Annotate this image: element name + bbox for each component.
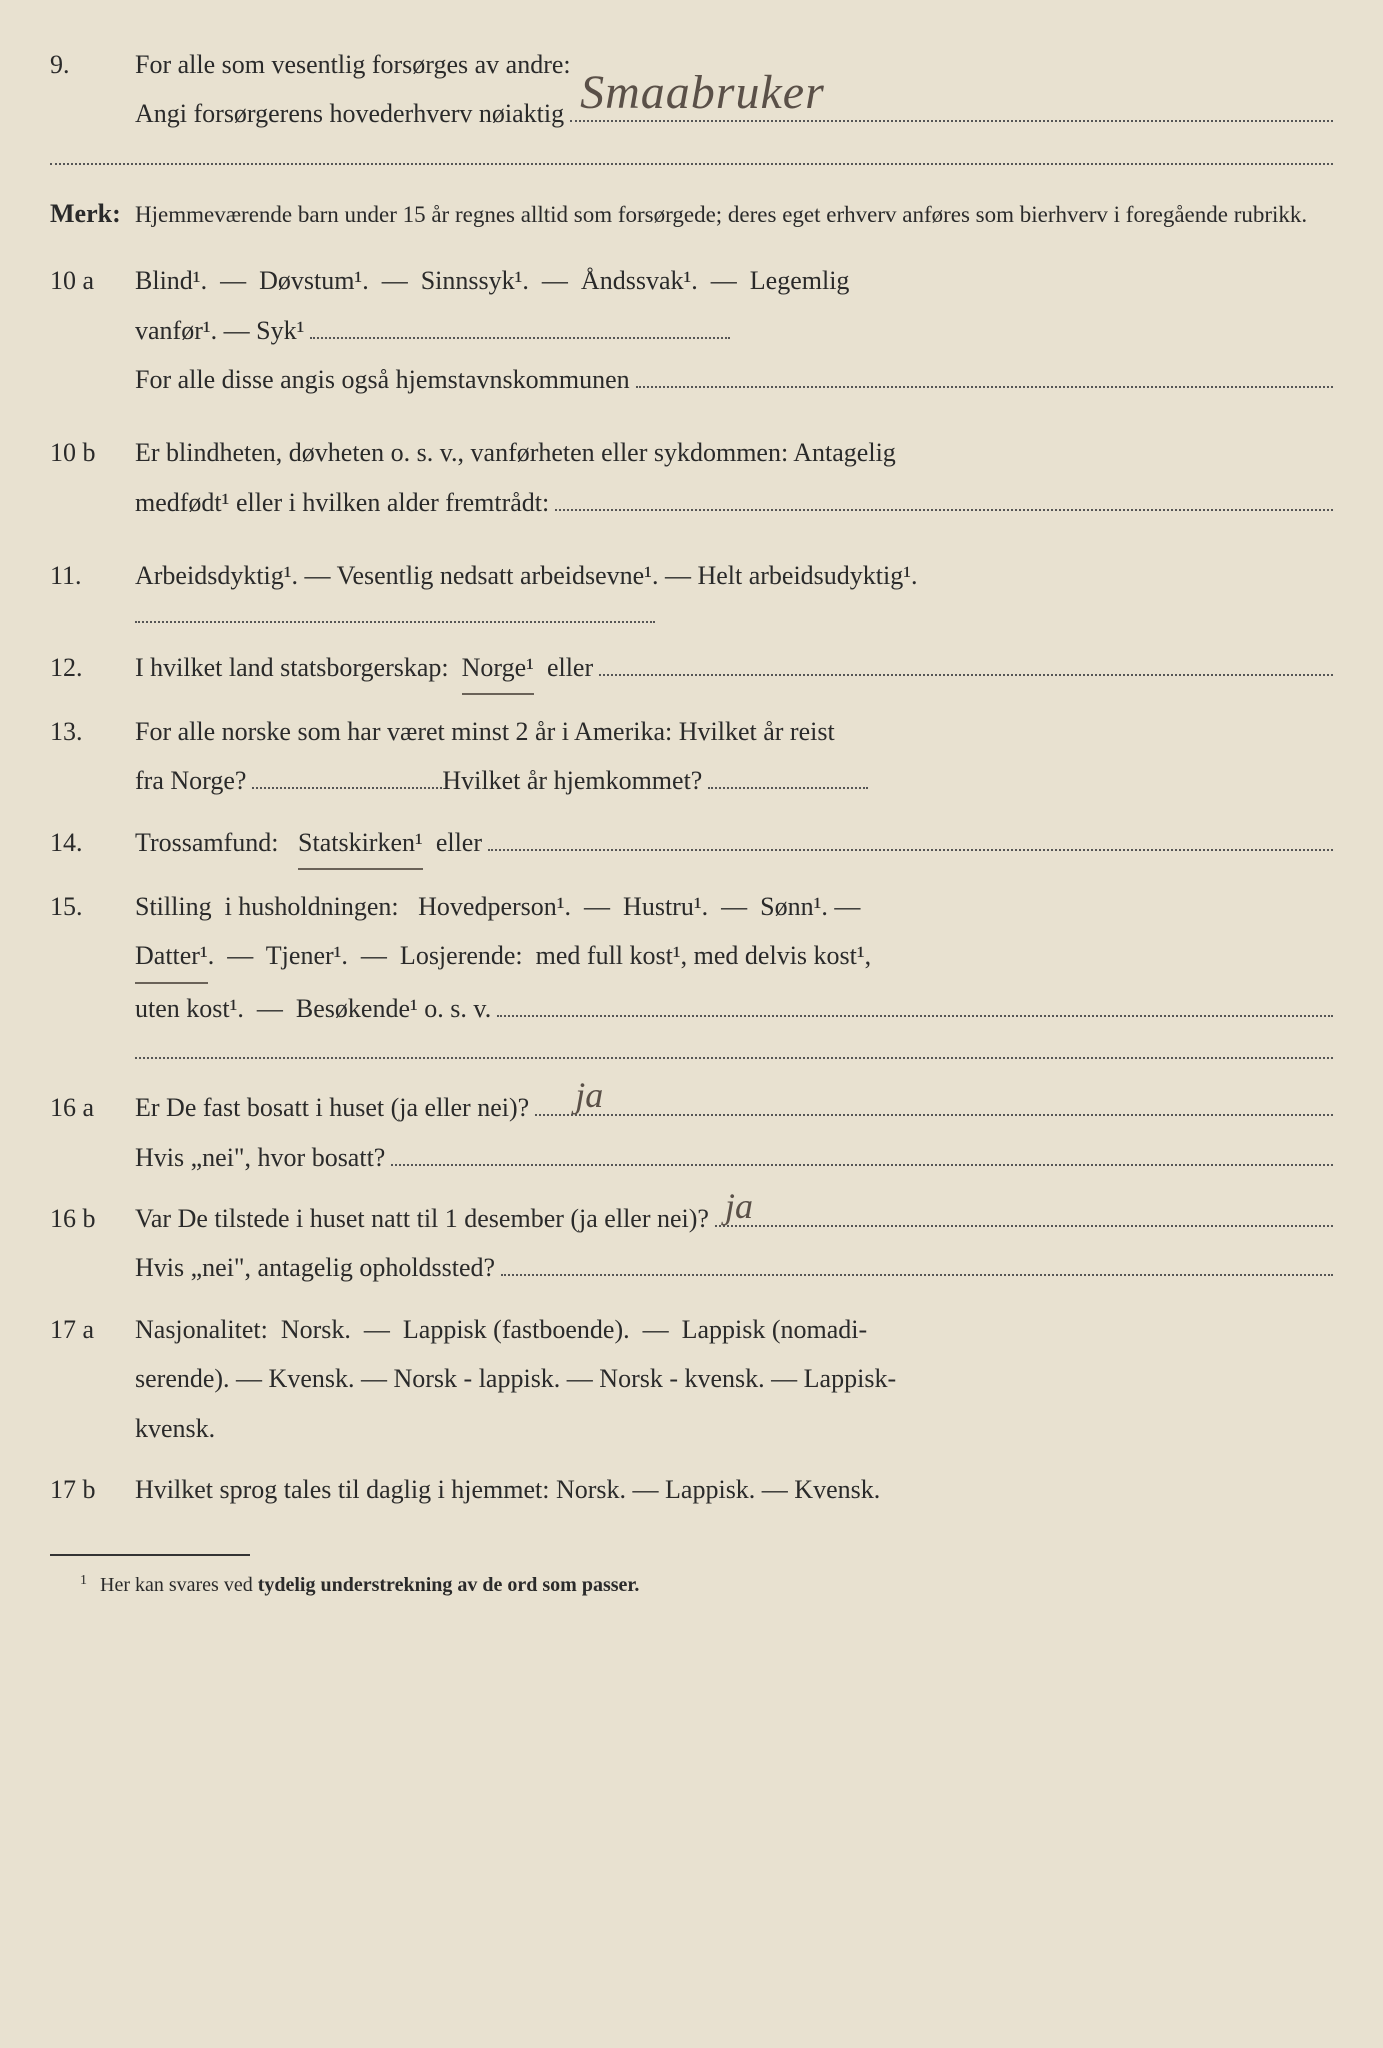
q9-fill: Smaabruker bbox=[570, 91, 1333, 122]
q10b-number: 10 b bbox=[50, 428, 135, 477]
q16b-line2-row: Hvis „nei", antagelig opholdssted? bbox=[135, 1243, 1333, 1292]
q16a-fill1: ja bbox=[535, 1085, 1333, 1116]
q14-content: Trossamfund: Statskirken¹ eller bbox=[135, 818, 1333, 870]
q10a-line2-row: For alle disse angis også hjemstavnskomm… bbox=[135, 355, 1333, 404]
q9-content: For alle som vesentlig forsørges av andr… bbox=[135, 40, 1333, 139]
q13-content: For alle norske som har været minst 2 år… bbox=[135, 707, 1333, 806]
q15-number: 15. bbox=[50, 882, 135, 931]
question-13: 13. For alle norske som har været minst … bbox=[50, 707, 1333, 806]
q16b-line1: Var De tilstede i huset natt til 1 desem… bbox=[135, 1194, 709, 1243]
q17a-line2: serende). — Kvensk. — Norsk - lappisk. —… bbox=[135, 1354, 1333, 1403]
question-10a: 10 a Blind¹. — Døvstum¹. — Sinnssyk¹. — … bbox=[50, 256, 1333, 404]
q15-content: Stilling i husholdningen: Hovedperson¹. … bbox=[135, 882, 1333, 1033]
q15-line3: uten kost¹. — Besøkende¹ o. s. v. bbox=[135, 984, 491, 1033]
q12-text-c: eller bbox=[534, 643, 593, 692]
footnote-rule bbox=[50, 1554, 250, 1556]
q17a-line3: kvensk. bbox=[135, 1404, 1333, 1453]
q9-line2-row: Angi forsørgerens hovederhverv nøiaktig … bbox=[135, 89, 1333, 138]
q10a-line1b-row: vanfør¹. — Syk¹ bbox=[135, 306, 1333, 355]
question-15: 15. Stilling i husholdningen: Hovedperso… bbox=[50, 882, 1333, 1033]
merk-text: Hjemmeværende barn under 15 år regnes al… bbox=[135, 198, 1333, 233]
q16a-number: 16 a bbox=[50, 1083, 135, 1132]
footnote-text: Her kan svares ved tydelig understreknin… bbox=[100, 1574, 639, 1596]
q16b-line1-row: Var De tilstede i huset natt til 1 desem… bbox=[135, 1194, 1333, 1243]
footnote-num: 1 bbox=[80, 1573, 87, 1588]
q16b-number: 16 b bbox=[50, 1194, 135, 1243]
q16b-fill1: ja bbox=[715, 1196, 1333, 1227]
q9-number: 9. bbox=[50, 40, 135, 89]
q16b-line2: Hvis „nei", antagelig opholdssted? bbox=[135, 1243, 495, 1292]
question-14: 14. Trossamfund: Statskirken¹ eller bbox=[50, 818, 1333, 870]
q17b-number: 17 b bbox=[50, 1465, 135, 1514]
q16a-line1: Er De fast bosatt i huset (ja eller nei)… bbox=[135, 1083, 529, 1132]
q16a-line2: Hvis „nei", hvor bosatt? bbox=[135, 1133, 385, 1182]
q16a-fill2 bbox=[391, 1134, 1333, 1165]
q17a-line1: Nasjonalitet: Norsk. — Lappisk (fastboen… bbox=[135, 1305, 1333, 1354]
q16b-fill2 bbox=[501, 1245, 1333, 1276]
q9-line2: Angi forsørgerens hovederhverv nøiaktig bbox=[135, 89, 564, 138]
q12-number: 12. bbox=[50, 643, 135, 692]
q10a-line1a: Blind¹. — Døvstum¹. — Sinnssyk¹. — Åndss… bbox=[135, 256, 1333, 305]
q14-statskirken: Statskirken¹ bbox=[298, 818, 423, 870]
q15-fill bbox=[497, 986, 1333, 1017]
q12-content: I hvilket land statsborgerskap: Norge¹ e… bbox=[135, 643, 1333, 695]
question-17a: 17 a Nasjonalitet: Norsk. — Lappisk (fas… bbox=[50, 1305, 1333, 1453]
question-9: 9. For alle som vesentlig forsørges av a… bbox=[50, 40, 1333, 139]
q10a-fill2 bbox=[636, 357, 1333, 388]
q10a-fill1 bbox=[310, 307, 730, 338]
q13-line1: For alle norske som har været minst 2 år… bbox=[135, 707, 1333, 756]
q16a-line1-row: Er De fast bosatt i huset (ja eller nei)… bbox=[135, 1083, 1333, 1132]
q14-number: 14. bbox=[50, 818, 135, 867]
question-10b: 10 b Er blindheten, døvheten o. s. v., v… bbox=[50, 428, 1333, 527]
question-11: 11. Arbeidsdyktig¹. — Vesentlig nedsatt … bbox=[50, 551, 1333, 600]
q11-text: Arbeidsdyktig¹. — Vesentlig nedsatt arbe… bbox=[135, 551, 1333, 600]
q16a-content: Er De fast bosatt i huset (ja eller nei)… bbox=[135, 1083, 1333, 1182]
q12-text-a: I hvilket land statsborgerskap: bbox=[135, 643, 462, 692]
q11-number: 11. bbox=[50, 551, 135, 600]
q10a-line1b: vanfør¹. — Syk¹ bbox=[135, 306, 304, 355]
q10a-content: Blind¹. — Døvstum¹. — Sinnssyk¹. — Åndss… bbox=[135, 256, 1333, 404]
q10b-fill bbox=[555, 480, 1333, 511]
merk-note: Merk: Hjemmeværende barn under 15 år reg… bbox=[50, 189, 1333, 238]
q13-line2-row: fra Norge? Hvilket år hjemkommet? bbox=[135, 756, 1333, 805]
divider bbox=[135, 621, 655, 623]
q14-fill bbox=[488, 820, 1333, 851]
q14-text-c: eller bbox=[423, 818, 482, 867]
q16a-handwritten: ja bbox=[575, 1061, 603, 1129]
q10b-line2: medfødt¹ eller i hvilken alder fremtrådt… bbox=[135, 478, 549, 527]
q13-fill1 bbox=[252, 758, 442, 789]
q15-line1: Stilling i husholdningen: Hovedperson¹. … bbox=[135, 882, 1333, 931]
merk-label: Merk: bbox=[50, 189, 135, 238]
question-16b: 16 b Var De tilstede i huset natt til 1 … bbox=[50, 1194, 1333, 1293]
q9-handwritten: Smaabruker bbox=[580, 47, 825, 138]
divider bbox=[135, 1057, 1333, 1059]
q17a-number: 17 a bbox=[50, 1305, 135, 1354]
q14-text-a: Trossamfund: bbox=[135, 818, 298, 867]
question-17b: 17 b Hvilket sprog tales til daglig i hj… bbox=[50, 1465, 1333, 1514]
q10b-line1: Er blindheten, døvheten o. s. v., vanfør… bbox=[135, 428, 1333, 477]
q15-line3-row: uten kost¹. — Besøkende¹ o. s. v. bbox=[135, 984, 1333, 1033]
q13-line2a: fra Norge? bbox=[135, 756, 246, 805]
divider bbox=[50, 163, 1333, 165]
q15-line2b: . — Tjener¹. — Losjerende: med full kost… bbox=[208, 941, 871, 970]
q12-norge: Norge¹ bbox=[462, 643, 534, 695]
q15-datter: Datter¹ bbox=[135, 931, 208, 983]
q10a-number: 10 a bbox=[50, 256, 135, 305]
q10b-line2-row: medfødt¹ eller i hvilken alder fremtrådt… bbox=[135, 478, 1333, 527]
q16b-content: Var De tilstede i huset natt til 1 desem… bbox=[135, 1194, 1333, 1293]
q13-fill2 bbox=[708, 758, 868, 789]
q13-line2b: Hvilket år hjemkommet? bbox=[442, 756, 702, 805]
q16b-handwritten: ja bbox=[725, 1172, 753, 1240]
q10a-line2: For alle disse angis også hjemstavnskomm… bbox=[135, 355, 630, 404]
footnote: 1 Her kan svares ved tydelig understrekn… bbox=[50, 1566, 1333, 1604]
q17b-text: Hvilket sprog tales til daglig i hjemmet… bbox=[135, 1465, 1333, 1514]
q13-number: 13. bbox=[50, 707, 135, 756]
q15-line2-row: Datter¹. — Tjener¹. — Losjerende: med fu… bbox=[135, 931, 1333, 983]
q10b-content: Er blindheten, døvheten o. s. v., vanfør… bbox=[135, 428, 1333, 527]
q17a-content: Nasjonalitet: Norsk. — Lappisk (fastboen… bbox=[135, 1305, 1333, 1453]
q12-fill bbox=[599, 644, 1333, 675]
question-16a: 16 a Er De fast bosatt i huset (ja eller… bbox=[50, 1083, 1333, 1182]
question-12: 12. I hvilket land statsborgerskap: Norg… bbox=[50, 643, 1333, 695]
